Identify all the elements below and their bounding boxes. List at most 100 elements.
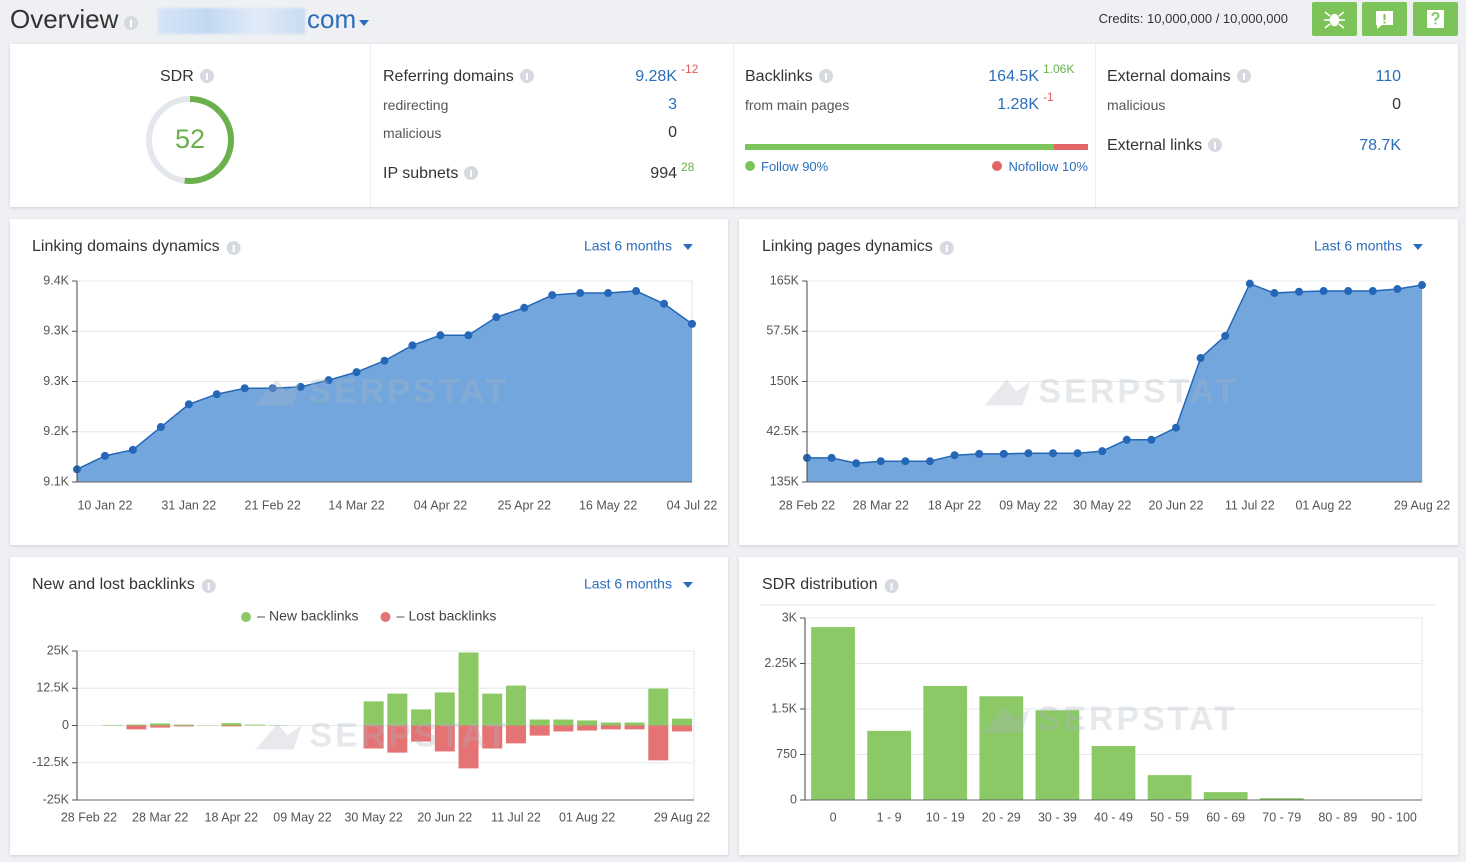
- bar: [648, 725, 669, 761]
- stat-value[interactable]: 164.5K: [988, 68, 1039, 85]
- data-point: [1319, 287, 1328, 296]
- x-tick-label: 01 Aug 22: [559, 810, 615, 824]
- stat-value[interactable]: 1.28K: [997, 96, 1039, 113]
- stat-label: External domains: [1107, 68, 1251, 86]
- watermark-logo: [983, 707, 1030, 733]
- data-point: [852, 459, 861, 468]
- x-tick-label: 18 Apr 22: [928, 498, 982, 512]
- data-point: [632, 287, 641, 296]
- data-point: [827, 453, 836, 462]
- report-button[interactable]: [1362, 2, 1407, 36]
- bar: [505, 725, 526, 744]
- bar: [529, 719, 550, 726]
- data-point: [380, 356, 389, 365]
- bar: [221, 725, 242, 727]
- label-text: Backlinks: [745, 68, 813, 85]
- audit-button[interactable]: [1312, 2, 1357, 36]
- dropdown-caret: [682, 244, 693, 250]
- stat-delta: 1.06K: [1043, 62, 1075, 76]
- y-tick-label: 135K: [770, 474, 800, 488]
- y-tick-label: 25K: [47, 643, 70, 657]
- info-icon: [818, 69, 833, 83]
- stat-value: 0: [1392, 96, 1401, 113]
- divider: [1095, 44, 1096, 207]
- bar: [1259, 798, 1304, 800]
- chart-title: SDR distribution: [762, 576, 878, 593]
- info-icon: [464, 166, 479, 180]
- chart: SDR distribution 3K 2.25K 1.5K 750 0 0 1 - 9 10 …: [761, 576, 1435, 824]
- stat-value: 0: [668, 124, 677, 141]
- bar: [387, 693, 408, 726]
- title-text: Overview: [10, 4, 119, 34]
- data-point: [975, 449, 984, 458]
- bar: [600, 725, 621, 730]
- legend-label: Lost backlinks: [408, 608, 496, 624]
- watermark: SERPSTAT: [310, 716, 510, 754]
- x-tick-label: 28 Mar 22: [132, 810, 188, 824]
- x-tick-label: 20 Jun 22: [417, 810, 472, 824]
- data-point: [436, 331, 445, 340]
- x-tick-label: 60 - 69: [1206, 810, 1245, 824]
- watermark-logo: [255, 723, 302, 750]
- stat-sublabel: from main pages: [745, 97, 850, 113]
- x-tick-label: 25 Apr 22: [498, 498, 552, 512]
- domain-selector[interactable]: com: [307, 4, 370, 35]
- data-point: [464, 331, 473, 340]
- bar: [482, 693, 503, 726]
- x-tick-label: 40 - 49: [1094, 810, 1133, 824]
- x-tick-label: 11 Jul 22: [1225, 498, 1275, 512]
- chart: Linking pages dynamics Last 6 months 165K 5…: [762, 238, 1450, 513]
- bar: [979, 696, 1024, 800]
- info-icon-bar: [890, 583, 893, 590]
- data-point: [240, 384, 249, 393]
- info-icon-bar: [232, 245, 235, 252]
- data-point: [1270, 289, 1279, 298]
- chart-title: Linking domains dynamics: [32, 238, 220, 255]
- x-tick-label: 11 Jul 22: [491, 810, 541, 824]
- bar: [923, 685, 968, 800]
- stat-value[interactable]: 110: [1375, 68, 1401, 85]
- data-point: [324, 376, 333, 385]
- legend-value: 90%: [802, 159, 829, 174]
- bar: [672, 718, 692, 726]
- bar: [102, 724, 123, 726]
- nofollow-legend: Nofollow 10%: [992, 159, 1088, 174]
- dropdown-caret: [682, 582, 693, 588]
- data-point: [1418, 281, 1426, 290]
- info-icon: [1236, 69, 1251, 83]
- divider: [370, 44, 371, 207]
- stat-value[interactable]: 3: [668, 96, 677, 113]
- bar: [867, 730, 912, 800]
- sdr-label: SDR: [160, 68, 214, 86]
- y-tick-label: 165K: [770, 273, 800, 287]
- x-tick-label: 50 - 59: [1150, 810, 1189, 824]
- x-tick-label: 20 Jun 22: [1149, 498, 1204, 512]
- y-tick-label: 150K: [770, 374, 800, 388]
- data-point: [950, 451, 959, 460]
- y-tick-label: 9.3K: [43, 374, 69, 388]
- y-tick-label: -12.5K: [32, 755, 69, 769]
- data-point: [1024, 449, 1033, 458]
- alert-icon: [1376, 11, 1393, 29]
- watermark: SERPSTAT: [309, 372, 509, 410]
- watermark: SERPSTAT: [1038, 700, 1238, 738]
- bar: [1091, 746, 1136, 800]
- info-icon: [124, 16, 139, 30]
- x-tick-label: 30 - 39: [1038, 810, 1077, 824]
- bar: [221, 723, 242, 726]
- stat-value[interactable]: 9.28K: [635, 68, 677, 85]
- bar: [411, 725, 432, 742]
- period-dropdown[interactable]: Last 6 months: [584, 238, 672, 254]
- period-dropdown[interactable]: Last 6 months: [1314, 238, 1402, 254]
- data-point: [1098, 447, 1107, 456]
- info-icon: [1208, 138, 1223, 152]
- y-tick-label: 0: [790, 792, 797, 806]
- y-tick-label: 0: [62, 718, 69, 732]
- period-dropdown[interactable]: Last 6 months: [584, 576, 672, 592]
- x-tick-label: 29 Aug 22: [654, 810, 710, 824]
- data-point: [876, 457, 885, 466]
- stat-value[interactable]: 78.7K: [1359, 137, 1401, 154]
- x-tick-label: 14 Mar 22: [328, 498, 384, 512]
- help-button[interactable]: [1413, 2, 1458, 36]
